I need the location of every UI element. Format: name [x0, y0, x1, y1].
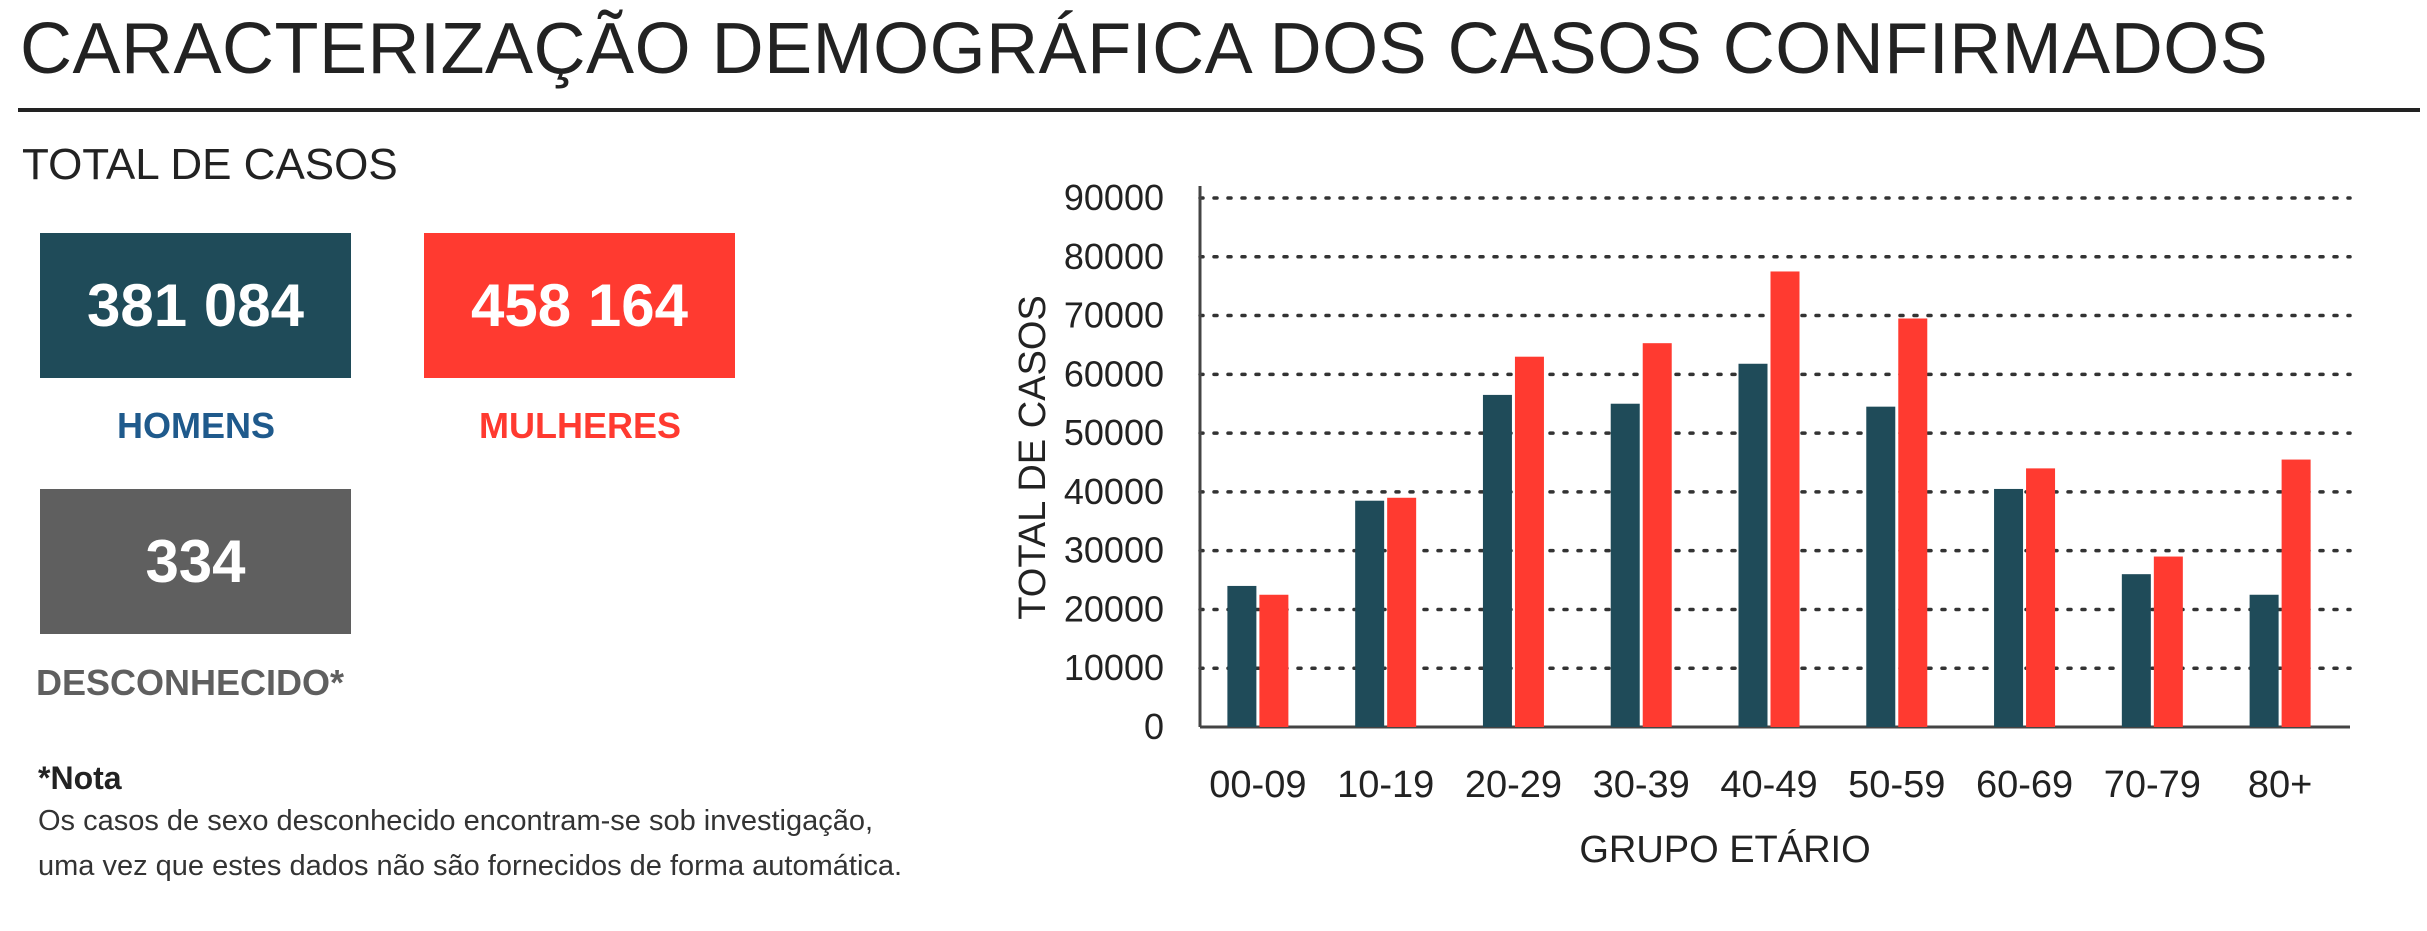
title-divider	[18, 108, 2420, 112]
bar-10-19-series-1	[1355, 500, 1385, 727]
bar-80+-series-2	[2281, 459, 2311, 727]
bar-10-19-series-2	[1387, 497, 1417, 727]
bar-50-59-series-1	[1866, 406, 1896, 727]
bar-00-09-series-2	[1259, 594, 1289, 727]
bar-60-69-series-1	[1994, 488, 2024, 727]
y-tick-label: 60000	[1064, 353, 1164, 394]
y-tick-label: 80000	[1064, 236, 1164, 277]
y-tick-label: 30000	[1064, 530, 1164, 571]
bar-40-49-series-1	[1738, 363, 1768, 727]
bar-70-79-series-2	[2153, 556, 2183, 727]
note-title: *Nota	[38, 760, 122, 796]
x-tick-label: 00-09	[1209, 764, 1306, 806]
bar-80+-series-1	[2249, 594, 2279, 727]
bar-20-29-series-2	[1514, 356, 1544, 727]
x-tick-label: 10-19	[1337, 764, 1434, 806]
bar-50-59-series-2	[1898, 318, 1928, 727]
x-tick-label: 80+	[2248, 764, 2312, 806]
x-tick-label: 60-69	[1976, 764, 2073, 806]
women-label: MULHERES	[478, 405, 681, 446]
bar-00-09-series-1	[1227, 585, 1257, 727]
x-tick-label: 40-49	[1720, 764, 1817, 806]
women-total-value: 458 164	[471, 272, 688, 339]
y-tick-label: 10000	[1064, 647, 1164, 688]
bar-20-29-series-1	[1482, 394, 1512, 727]
y-tick-label: 70000	[1064, 295, 1164, 336]
x-axis-title: GRUPO ETÁRIO	[1579, 828, 1870, 871]
total-cases-heading: TOTAL DE CASOS	[22, 140, 398, 189]
bar-70-79-series-1	[2121, 574, 2151, 727]
men-label: HOMENS	[116, 405, 275, 446]
bar-30-39-series-1	[1610, 403, 1640, 727]
note-line-2: uma vez que estes dados não são fornecid…	[38, 850, 903, 882]
y-axis-title: TOTAL DE CASOS	[1012, 295, 1054, 619]
y-tick-label: 0	[1144, 706, 1164, 747]
x-tick-label: 70-79	[2104, 764, 2201, 806]
y-tick-label: 20000	[1064, 588, 1164, 629]
x-tick-label: 20-29	[1465, 764, 1562, 806]
x-tick-label: 50-59	[1848, 764, 1945, 806]
unknown-label: DESCONHECIDO*	[35, 662, 345, 703]
men-total-value: 381 084	[87, 272, 304, 339]
x-tick-label: 30-39	[1593, 764, 1690, 806]
y-tick-label: 40000	[1064, 471, 1164, 512]
y-tick-label: 90000	[1064, 177, 1164, 218]
women-total-box: 458 164	[424, 233, 735, 378]
unknown-total-value: 334	[145, 528, 246, 595]
bar-60-69-series-2	[2026, 468, 2056, 727]
y-tick-label: 50000	[1064, 412, 1164, 453]
unknown-total-box: 334	[40, 489, 351, 634]
men-total-box: 381 084	[40, 233, 351, 378]
page-title: CARACTERIZAÇÃO DEMOGRÁFICA DOS CASOS CON…	[20, 9, 2269, 89]
note-line-1: Os casos de sexo desconhecido encontram-…	[38, 805, 874, 837]
bar-30-39-series-2	[1642, 343, 1672, 727]
bar-40-49-series-2	[1770, 271, 1800, 727]
